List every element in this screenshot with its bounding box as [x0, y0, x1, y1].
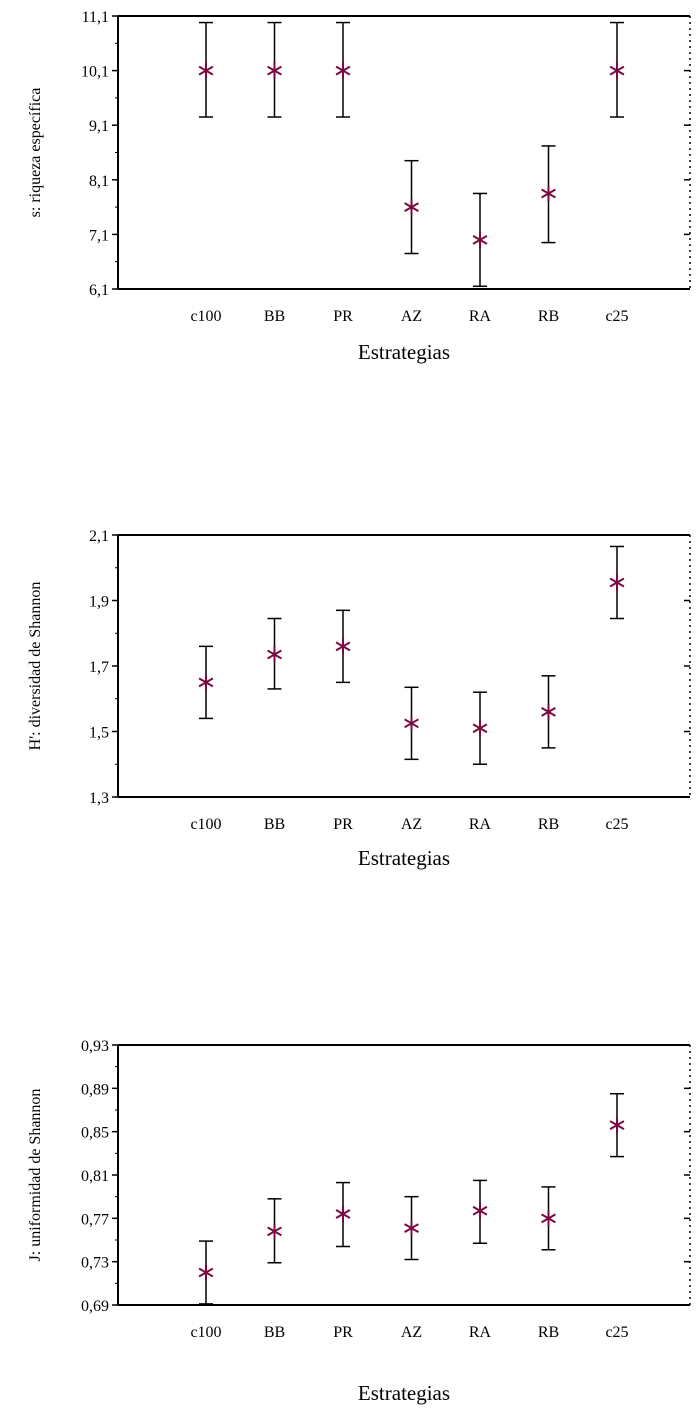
y-tick-label: 0,93 — [81, 1038, 109, 1055]
y-tick-label: 1,3 — [89, 790, 109, 807]
x-tick-label: c25 — [605, 308, 628, 325]
y-tick-label: 0,69 — [81, 1298, 109, 1315]
mean-marker — [267, 1223, 282, 1240]
x-tick-label: BB — [264, 308, 285, 325]
mean-marker — [609, 62, 625, 79]
mean-marker — [267, 62, 282, 79]
x-tick-label: BB — [264, 1324, 285, 1341]
x-tick-label: RB — [538, 308, 559, 325]
y-axis-title: J: uniformidad de Shannon — [27, 1089, 44, 1262]
y-tick-label: 0,89 — [81, 1081, 109, 1098]
chart-riqueza: 6,1 7,1 8,1 9,1 10,1 11,1 s: riqueza específic… — [27, 9, 691, 364]
mean-marker — [267, 646, 282, 663]
mean-marker — [404, 715, 419, 732]
x-tick-label: RA — [469, 816, 492, 833]
mean-marker — [198, 674, 214, 691]
mean-marker — [198, 62, 214, 79]
mean-marker — [609, 1117, 625, 1134]
y-tick-label: 0,73 — [81, 1255, 109, 1272]
y-axis-title: s: riqueza específica — [27, 88, 44, 218]
y-tick-label: 11,1 — [82, 9, 109, 26]
x-tick-label: c100 — [190, 816, 221, 833]
mean-marker — [472, 1202, 488, 1219]
y-tick-label: 6,1 — [89, 282, 109, 299]
mean-marker — [335, 638, 351, 655]
mean-marker — [541, 1210, 556, 1227]
x-tick-label: BB — [264, 816, 285, 833]
mean-marker — [541, 703, 556, 720]
y-tick-label: 2,1 — [89, 528, 109, 545]
x-tick-label: RA — [469, 1324, 492, 1341]
x-tick-label: c100 — [190, 1324, 221, 1341]
y-tick-label: 9,1 — [89, 118, 109, 135]
mean-marker — [541, 185, 556, 202]
chart-diversidad: 1,3 1,5 1,7 1,9 2,1 H': diversidad de Shannon… — [27, 528, 691, 870]
mean-marker — [335, 62, 351, 79]
x-tick-label: c25 — [605, 816, 628, 833]
mean-marker — [198, 1264, 214, 1281]
mean-marker — [472, 231, 488, 248]
x-tick-label: RB — [538, 1324, 559, 1341]
x-tick-label: RB — [538, 816, 559, 833]
y-tick-label: 1,5 — [89, 725, 109, 742]
mean-marker — [404, 1220, 419, 1237]
x-tick-label: RA — [469, 308, 492, 325]
mean-marker — [404, 199, 419, 216]
y-tick-label: 1,7 — [89, 659, 109, 676]
y-tick-label: 8,1 — [89, 173, 109, 190]
x-tick-label: PR — [333, 308, 353, 325]
x-axis-title: Estrategias — [358, 1381, 450, 1405]
y-axis-title: H': diversidad de Shannon — [27, 582, 44, 751]
x-tick-label: PR — [333, 816, 353, 833]
mean-marker — [335, 1206, 351, 1222]
x-tick-label: AZ — [401, 308, 422, 325]
y-tick-label: 7,1 — [89, 227, 109, 244]
x-tick-label: c25 — [605, 1324, 628, 1341]
x-axis-title: Estrategias — [358, 340, 450, 364]
x-tick-label: PR — [333, 1324, 353, 1341]
y-tick-label: 1,9 — [89, 594, 109, 611]
mean-marker — [472, 720, 488, 737]
x-axis-title: Estrategias — [358, 846, 450, 870]
x-tick-label: AZ — [401, 816, 422, 833]
x-tick-label: c100 — [190, 308, 221, 325]
y-tick-label: 0,81 — [81, 1168, 109, 1185]
y-tick-label: 0,85 — [81, 1125, 109, 1142]
y-tick-label: 10,1 — [81, 64, 109, 81]
x-tick-label: AZ — [401, 1324, 422, 1341]
chart-uniformidad: 0,69 0,73 0,77 0,81 0,85 0,89 0,93 J: uniformid… — [27, 1038, 691, 1405]
mean-marker — [609, 574, 625, 591]
y-tick-label: 0,77 — [81, 1211, 109, 1228]
